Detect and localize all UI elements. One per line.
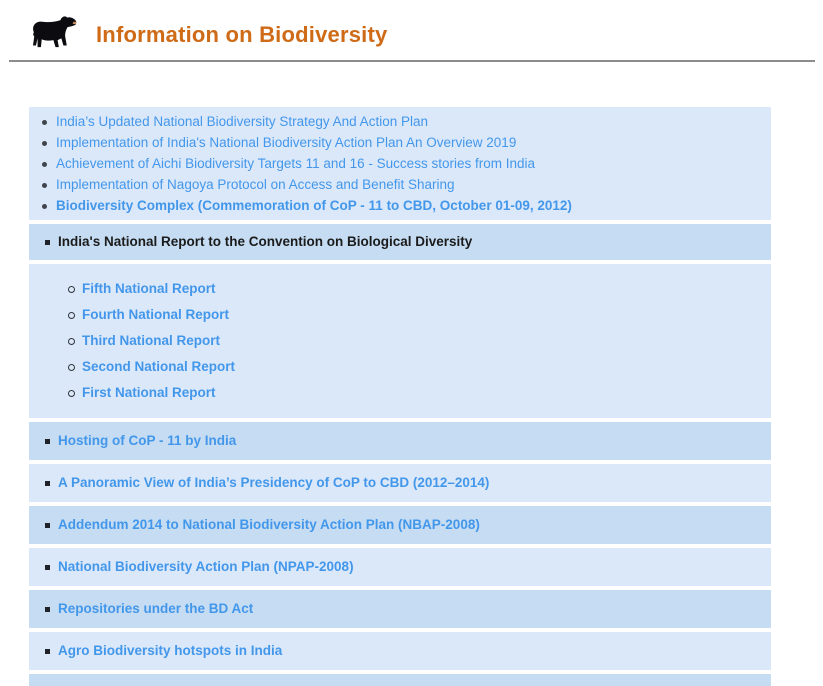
list-item: Fourth National Report bbox=[29, 302, 771, 328]
bottom-rows: Hosting of CoP - 11 by India A Panoramic… bbox=[29, 422, 771, 686]
link-nbap-2008[interactable]: National Biodiversity Action Plan (NPAP-… bbox=[58, 559, 354, 574]
circle-bullet-icon bbox=[68, 285, 75, 293]
link-second-national-report[interactable]: Second National Report bbox=[82, 359, 236, 374]
disc-bullet-icon bbox=[42, 161, 47, 167]
row-agro-hotspots: Agro Biodiversity hotspots in India bbox=[29, 632, 771, 670]
list-item: India’s Updated National Biodiversity St… bbox=[29, 111, 771, 132]
row-panoramic-view: A Panoramic View of India’s Presidency o… bbox=[29, 464, 771, 502]
top-link-list: India’s Updated National Biodiversity St… bbox=[29, 107, 771, 220]
list-item: Implementation of India's National Biodi… bbox=[29, 132, 771, 153]
link-third-national-report[interactable]: Third National Report bbox=[82, 333, 220, 348]
link-nagoya-protocol[interactable]: Implementation of Nagoya Protocol on Acc… bbox=[56, 177, 455, 192]
list-item: Third National Report bbox=[29, 328, 771, 354]
list-item: First National Report bbox=[29, 380, 771, 406]
link-updated-nbsap[interactable]: India’s Updated National Biodiversity St… bbox=[56, 114, 428, 129]
link-hosting-cop11[interactable]: Hosting of CoP - 11 by India bbox=[58, 433, 237, 448]
section-header-text: India's National Report to the Conventio… bbox=[58, 234, 473, 249]
square-bullet-icon bbox=[45, 606, 50, 612]
list-item: Biodiversity Complex (Commemoration of C… bbox=[29, 195, 771, 216]
link-fifth-national-report[interactable]: Fifth National Report bbox=[82, 281, 216, 296]
row-addendum-2014: Addendum 2014 to National Biodiversity A… bbox=[29, 506, 771, 544]
square-bullet-icon bbox=[45, 480, 50, 486]
bear-icon bbox=[28, 13, 78, 58]
disc-bullet-icon bbox=[42, 140, 47, 146]
link-fourth-national-report[interactable]: Fourth National Report bbox=[82, 307, 229, 322]
biodiversity-links: India’s Updated National Biodiversity St… bbox=[29, 107, 771, 686]
link-panoramic-view[interactable]: A Panoramic View of India’s Presidency o… bbox=[58, 475, 490, 490]
link-nbap-overview-2019[interactable]: Implementation of India's National Biodi… bbox=[56, 135, 517, 150]
row-repositories-bd-act: Repositories under the BD Act bbox=[29, 590, 771, 628]
list-item: Second National Report bbox=[29, 354, 771, 380]
link-agro-hotspots[interactable]: Agro Biodiversity hotspots in India bbox=[58, 643, 283, 658]
link-biodiversity-complex[interactable]: Biodiversity Complex (Commemoration of C… bbox=[56, 198, 572, 213]
section-header-national-report: India's National Report to the Conventio… bbox=[29, 224, 771, 260]
link-addendum-2014[interactable]: Addendum 2014 to National Biodiversity A… bbox=[58, 517, 480, 532]
link-aichi-targets[interactable]: Achievement of Aichi Biodiversity Target… bbox=[56, 156, 535, 171]
list-item: Fifth National Report bbox=[29, 276, 771, 302]
list-item: Implementation of Nagoya Protocol on Acc… bbox=[29, 174, 771, 195]
square-bullet-icon bbox=[45, 239, 50, 245]
row-nbap-2008: National Biodiversity Action Plan (NPAP-… bbox=[29, 548, 771, 586]
circle-bullet-icon bbox=[68, 311, 75, 319]
link-repositories-bd-act[interactable]: Repositories under the BD Act bbox=[58, 601, 254, 616]
disc-bullet-icon bbox=[42, 119, 47, 125]
square-bullet-icon bbox=[45, 438, 50, 444]
square-bullet-icon bbox=[45, 522, 50, 528]
row-hosting-cop11: Hosting of CoP - 11 by India bbox=[29, 422, 771, 460]
page-title: Information on Biodiversity bbox=[96, 22, 388, 47]
list-item: Achievement of Aichi Biodiversity Target… bbox=[29, 153, 771, 174]
circle-bullet-icon bbox=[68, 389, 75, 397]
circle-bullet-icon bbox=[68, 337, 75, 345]
square-bullet-icon bbox=[45, 648, 50, 654]
link-first-national-report[interactable]: First National Report bbox=[82, 385, 216, 400]
disc-bullet-icon bbox=[42, 182, 47, 188]
circle-bullet-icon bbox=[68, 363, 75, 371]
square-bullet-icon bbox=[45, 564, 50, 570]
disc-bullet-icon bbox=[42, 203, 47, 209]
header-divider bbox=[9, 60, 815, 62]
national-report-sublist: Fifth National Report Fourth National Re… bbox=[29, 264, 771, 418]
page-header: Information on Biodiversity bbox=[0, 0, 823, 58]
partial-next-row bbox=[29, 674, 771, 686]
